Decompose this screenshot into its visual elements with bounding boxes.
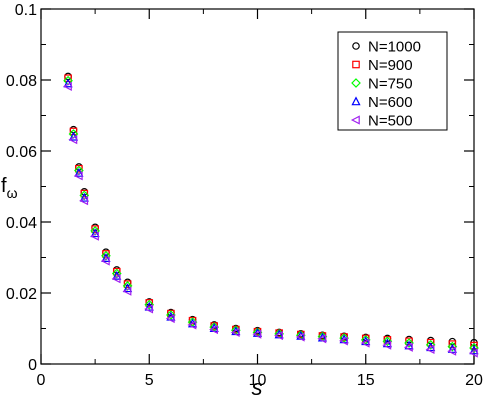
y-tick-label: 0.06 (6, 144, 37, 161)
x-tick-label: 10 (249, 372, 267, 389)
data-point (447, 346, 457, 356)
tick-labels: 0 5 10 15 20 0 0.02 0.04 0.06 0.08 0.1 (6, 2, 483, 389)
data-point (165, 313, 175, 324)
data-point (469, 343, 479, 353)
legend-marker (350, 115, 360, 125)
x-axis-title: s (252, 375, 263, 400)
data-point (252, 329, 262, 339)
legend-label: N=1000 (368, 39, 421, 56)
data-point (145, 299, 154, 307)
data-point (187, 317, 198, 327)
y-tick-label: 0.04 (6, 215, 37, 232)
data-point (187, 320, 197, 330)
series-n-500 (62, 81, 478, 358)
data-point (338, 336, 348, 346)
data-point (209, 324, 218, 335)
x-tick-label: 20 (465, 372, 483, 389)
data-point (470, 341, 478, 350)
data-point (405, 337, 413, 346)
x-tick-label: 15 (357, 372, 375, 389)
data-point (73, 171, 83, 181)
data-point (382, 340, 392, 350)
data-point (468, 348, 478, 358)
x-tick-label: 0 (37, 372, 46, 389)
data-point (79, 196, 89, 206)
axes-ticks (40, 8, 475, 365)
data-point (122, 286, 132, 296)
legend-marker (352, 42, 360, 50)
data-point (448, 337, 457, 346)
y-tick-label: 0 (28, 357, 37, 374)
legend-label: N=600 (368, 94, 413, 111)
data-point (75, 164, 83, 173)
data-point (100, 256, 110, 266)
data-point (447, 341, 458, 352)
data-point (123, 280, 132, 288)
data-point (274, 331, 283, 341)
y-axis-title-main: f (1, 175, 7, 197)
data-point (317, 334, 327, 344)
data-point (339, 333, 349, 343)
data-point (425, 339, 436, 350)
data-point (426, 338, 435, 347)
data-point (360, 338, 370, 348)
legend-marker (351, 96, 361, 106)
data-point (166, 310, 176, 320)
data-point (295, 332, 305, 342)
legend-label: N=500 (368, 113, 413, 130)
data-point (403, 342, 413, 352)
y-axis-title-subscript: ω (7, 185, 18, 201)
data-point (69, 127, 78, 136)
data-point (90, 231, 99, 241)
legend-marker (351, 78, 361, 88)
data-point (80, 189, 89, 198)
data-point (62, 81, 72, 91)
data-point (102, 250, 110, 258)
y-tick-label: 0.02 (6, 286, 37, 303)
data-point (404, 338, 414, 348)
y-tick-label: 0.1 (15, 2, 37, 19)
data-point (144, 304, 154, 314)
x-tick-label: 5 (145, 372, 154, 389)
data-point (91, 225, 99, 233)
data-point (64, 74, 72, 83)
data-point (111, 274, 121, 284)
y-axis-title: fω (1, 175, 18, 201)
data-point (112, 267, 121, 276)
data-point (68, 135, 78, 145)
legend-label: N=750 (368, 76, 413, 93)
data-point (230, 327, 240, 337)
legend-label: N=900 (368, 57, 413, 74)
data-points (62, 72, 479, 358)
data-point (448, 340, 457, 348)
data-point (425, 344, 435, 355)
y-tick-label: 0.08 (6, 73, 37, 90)
legend-marker (352, 60, 360, 69)
data-point (382, 336, 393, 347)
data-point (144, 299, 155, 310)
data-point (360, 335, 371, 345)
legend-box (337, 31, 448, 131)
